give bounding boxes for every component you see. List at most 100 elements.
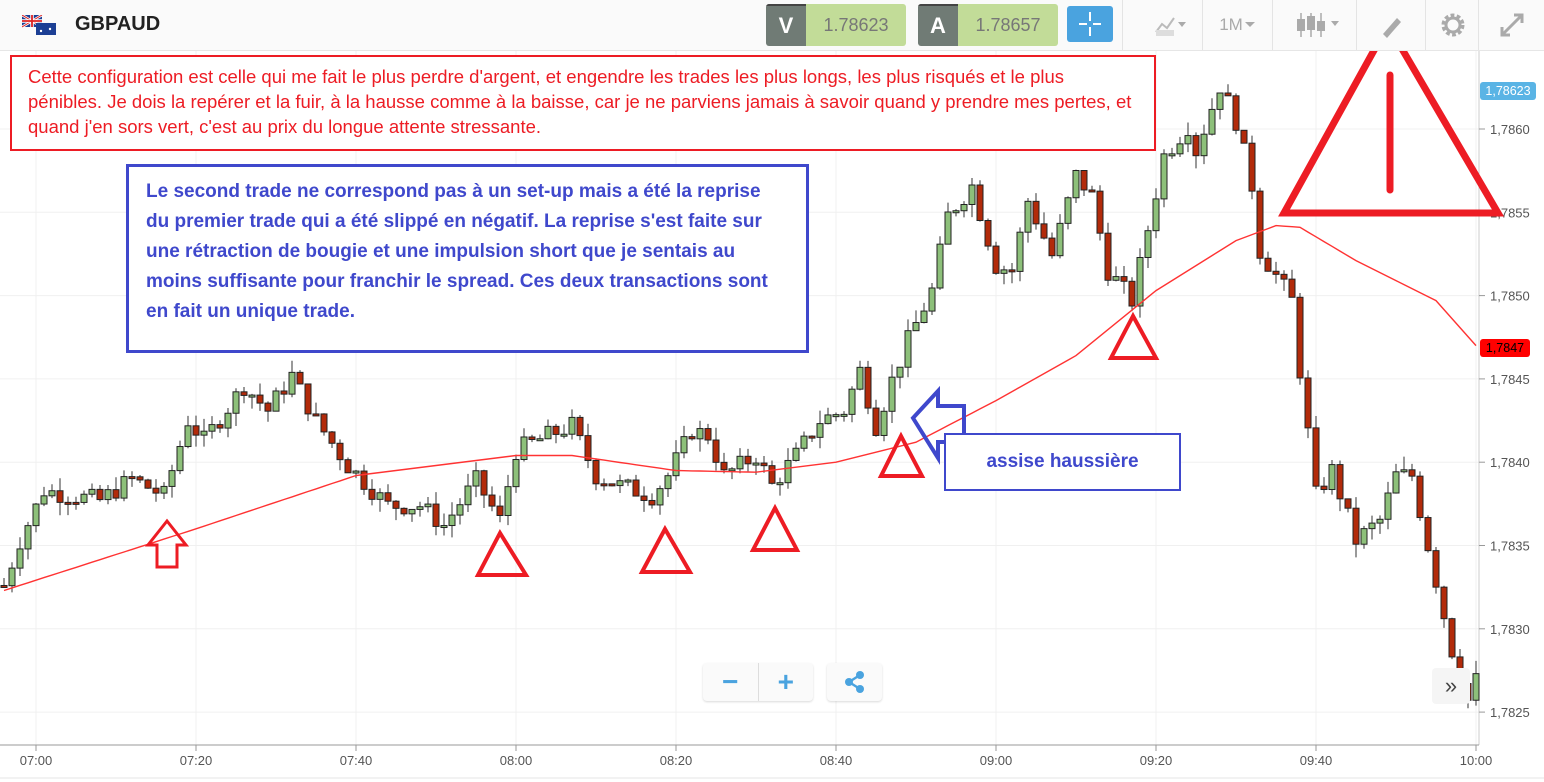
triangle-marker	[638, 524, 694, 574]
zoom-controls: − +	[703, 663, 813, 701]
candle-down	[360, 470, 368, 490]
candle-up	[120, 476, 128, 499]
triangle-marker	[749, 503, 801, 552]
candle-up	[1072, 170, 1080, 199]
draw-tool-button[interactable]	[1356, 0, 1426, 50]
y-tick-label: 1,7855	[1490, 205, 1530, 220]
candle-up	[16, 548, 24, 569]
candle-down	[392, 500, 400, 509]
x-tick-label: 07:20	[180, 753, 213, 768]
candle-up	[1328, 464, 1336, 491]
candle-down	[720, 461, 728, 471]
candle-down	[280, 390, 288, 395]
scroll-to-latest-button[interactable]: »	[1432, 668, 1470, 704]
candle-down	[688, 436, 696, 440]
left-arrow-icon	[910, 385, 966, 465]
candle-up	[696, 428, 704, 440]
pencil-icon	[1382, 18, 1401, 38]
candle-down	[1352, 507, 1360, 545]
candle-style-dropdown[interactable]	[1272, 0, 1357, 50]
candle-up	[736, 455, 744, 470]
candle-down	[1304, 377, 1312, 429]
candle-down	[864, 366, 872, 409]
ma-value-label: 1,7847	[1480, 339, 1530, 357]
candle-up	[1160, 153, 1168, 200]
candle-up	[920, 310, 928, 324]
candle-up	[928, 287, 936, 312]
candle-down	[592, 460, 600, 485]
candle-down	[1312, 427, 1320, 487]
settings-button[interactable]	[1425, 0, 1479, 50]
x-tick-label: 09:40	[1300, 753, 1333, 768]
candle-up	[560, 433, 568, 437]
candles	[0, 84, 1480, 709]
candle-down	[1256, 190, 1264, 259]
candle-up	[8, 567, 16, 587]
candle-up	[824, 414, 832, 425]
candle-up	[848, 388, 856, 415]
candle-down	[0, 584, 8, 588]
candle-up	[816, 423, 824, 438]
sell-button[interactable]: V 1.78623	[766, 4, 906, 46]
candle-up	[944, 211, 952, 245]
gear-icon	[1441, 13, 1464, 37]
buy-label: A	[918, 4, 958, 46]
candle-down	[320, 413, 328, 433]
share-button[interactable]	[827, 663, 882, 701]
candle-down	[1040, 223, 1048, 239]
zoom-out-button[interactable]: −	[703, 663, 759, 701]
y-tick-label: 1,7840	[1490, 455, 1530, 470]
x-tick-label: 08:00	[500, 753, 533, 768]
candle-down	[600, 483, 608, 487]
up-arrow-icon	[144, 518, 190, 569]
candle-down	[312, 413, 320, 417]
fullscreen-button[interactable]	[1478, 0, 1544, 50]
zoom-in-button[interactable]: +	[777, 666, 794, 697]
candle-up	[440, 525, 448, 529]
candle-up	[80, 493, 88, 503]
candle-down	[1192, 135, 1200, 157]
candle-down	[1344, 498, 1352, 509]
y-tick-label: 1,7845	[1490, 372, 1530, 387]
candle-up	[1016, 231, 1024, 272]
moving-average-line	[3, 224, 1477, 592]
candle-down	[1272, 270, 1280, 275]
candle-down	[192, 425, 200, 436]
candlestick-icon	[1297, 13, 1339, 37]
candle-up	[544, 425, 552, 440]
candle-up	[832, 414, 840, 418]
candle-down	[1104, 232, 1112, 281]
candle-down	[528, 436, 536, 441]
candle-down	[384, 492, 392, 502]
candle-down	[1440, 586, 1448, 620]
candle-up	[448, 514, 456, 527]
candle-up	[1000, 269, 1008, 274]
candle-up	[800, 435, 808, 449]
candle-down	[1416, 475, 1424, 519]
candle-down	[1320, 485, 1328, 491]
timeframe-dropdown[interactable]: 1M	[1202, 0, 1273, 50]
chart-type-dropdown[interactable]	[1122, 0, 1203, 50]
buy-button[interactable]: A 1.78657	[918, 4, 1058, 46]
candle-down	[344, 459, 352, 474]
candle-up	[1136, 256, 1144, 307]
grid	[0, 50, 1479, 745]
candle-down	[1424, 517, 1432, 552]
crosshair-button[interactable]	[1067, 6, 1113, 42]
candle-up	[728, 468, 736, 472]
annotation-assise-note: assise haussière	[944, 433, 1181, 491]
candle-up	[1112, 276, 1120, 281]
current-price-label: 1,78623	[1480, 82, 1536, 100]
candle-down	[1232, 95, 1240, 131]
candle-down	[400, 507, 408, 515]
candle-down	[808, 435, 816, 439]
candle-down	[1240, 129, 1248, 144]
triangle-marker	[1107, 311, 1160, 360]
sell-price: 1.78623	[806, 4, 906, 46]
candle-down	[144, 479, 152, 489]
candle-up	[896, 366, 904, 378]
y-tick-label: 1,7860	[1490, 122, 1530, 137]
candle-down	[480, 470, 488, 496]
candle-down	[488, 494, 496, 507]
candle-down	[96, 488, 104, 501]
